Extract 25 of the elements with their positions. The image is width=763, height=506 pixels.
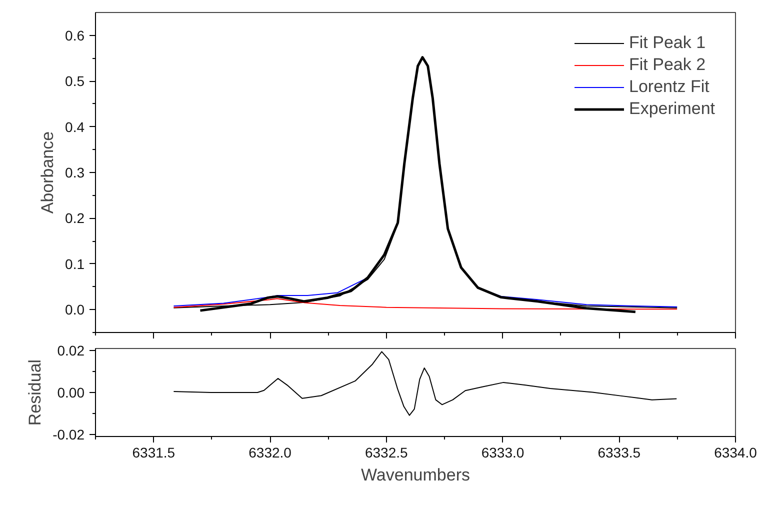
x-tick-label: 6332.0 — [248, 444, 292, 460]
legend-label: Fit Peak 1 — [629, 32, 706, 54]
legend-label: Fit Peak 2 — [629, 54, 706, 76]
y-tick-label: -0.02 — [52, 426, 85, 442]
legend-label: Experiment — [629, 98, 715, 120]
y-tick-label: 0.1 — [65, 256, 85, 272]
y-tick-label: 0.5 — [65, 73, 85, 90]
x-axis-title: Wavenumbers — [361, 466, 470, 484]
x-tick-label: 6333.0 — [481, 444, 524, 460]
y-tick-label: 0.00 — [57, 384, 85, 400]
y-tick-label: 0.0 — [65, 302, 85, 318]
line-series — [173, 351, 678, 416]
x-tick-label: 6332.5 — [365, 444, 408, 460]
line-series — [173, 298, 678, 310]
y-tick-label: 0.2 — [65, 210, 85, 226]
x-tick-label: 6331.5 — [132, 444, 176, 460]
y-tick-label: 0.3 — [65, 164, 85, 180]
y-tick-label: 0.4 — [65, 118, 85, 135]
x-tick-label: 6334.0 — [714, 444, 758, 460]
y-tick-label: 0.6 — [65, 27, 85, 44]
y-axis-title: Residual — [26, 359, 45, 426]
y-axis-title: Aborbance — [38, 131, 58, 214]
y-tick-label: 0.02 — [57, 342, 85, 359]
legend-label: Lorentz Fit — [629, 76, 710, 98]
x-tick-label: 6333.5 — [598, 444, 641, 460]
